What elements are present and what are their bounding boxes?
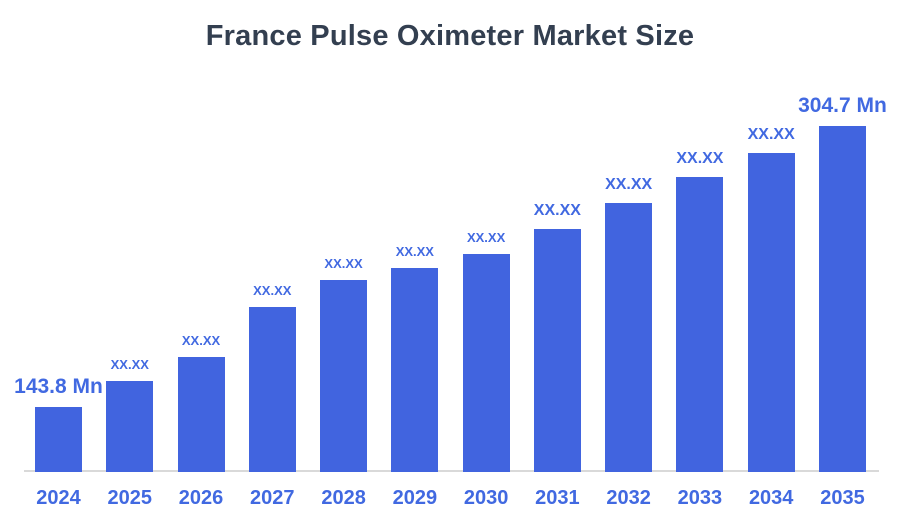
x-tick-2034: 2034 [748, 487, 794, 509]
bar-2028 [320, 280, 368, 472]
x-tick-2031: 2031 [535, 487, 580, 509]
value-label-2034: XX.XX [747, 126, 795, 143]
value-label-2035: 304.7 Mn [798, 94, 887, 117]
value-label-2028: XX.XX [324, 256, 363, 271]
x-tick-2030: 2030 [463, 487, 509, 509]
value-label-2033: XX.XX [676, 150, 724, 167]
x-tick-2028: 2028 [321, 487, 366, 509]
bar-2032 [605, 203, 653, 472]
bar-2024 [35, 407, 82, 472]
x-tick-2029: 2029 [392, 487, 438, 509]
bar-2029 [391, 268, 439, 472]
value-label-2032: XX.XX [605, 176, 653, 193]
bar-2033 [676, 177, 724, 472]
value-label-2031: XX.XX [533, 202, 581, 219]
bar-2034 [747, 153, 795, 472]
bar-2025 [106, 381, 154, 472]
x-axis-line [24, 470, 879, 472]
value-label-2024: 143.8 Mn [14, 375, 103, 398]
x-tick-2035: 2035 [820, 487, 865, 509]
value-label-2025: XX.XX [110, 357, 149, 372]
chart-title: France Pulse Oximeter Market Size [205, 20, 695, 52]
x-tick-2024: 2024 [36, 487, 81, 509]
bar-2035 [818, 126, 866, 472]
value-label-2027: XX.XX [253, 283, 292, 298]
x-tick-2026: 2026 [178, 487, 224, 509]
x-tick-2027: 2027 [250, 487, 295, 509]
value-label-2029: XX.XX [395, 244, 434, 259]
x-tick-2033: 2033 [677, 487, 723, 509]
bar-2031 [533, 229, 581, 472]
bar-2026 [177, 357, 225, 472]
bar-2027 [248, 307, 296, 472]
x-tick-2025: 2025 [107, 487, 153, 509]
value-label-2026: XX.XX [181, 333, 221, 348]
x-tick-2032: 2032 [606, 487, 651, 509]
value-label-2030: XX.XX [466, 230, 506, 245]
bar-2030 [462, 254, 510, 472]
